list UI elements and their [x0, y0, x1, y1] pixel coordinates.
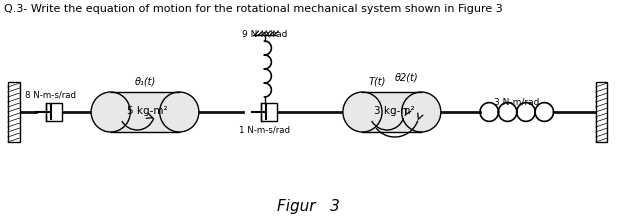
Text: θ2(t): θ2(t) — [395, 72, 418, 82]
Bar — [8, 82, 20, 142]
Text: 5 kg-m²: 5 kg-m² — [127, 106, 167, 116]
Text: Figur   3: Figur 3 — [277, 198, 340, 213]
Bar — [110, 92, 179, 132]
Circle shape — [160, 92, 199, 132]
Text: θ₁(t): θ₁(t) — [134, 76, 156, 86]
Circle shape — [402, 92, 441, 132]
Text: 1 N-m-s/rad: 1 N-m-s/rad — [239, 125, 290, 134]
Text: 3 N-m/rad: 3 N-m/rad — [494, 98, 540, 107]
Bar — [261, 103, 277, 121]
Text: 9 N-m/rad: 9 N-m/rad — [242, 29, 287, 38]
Bar — [46, 103, 62, 121]
Circle shape — [343, 92, 382, 132]
Text: Q.3- Write the equation of motion for the rotational mechanical system shown in : Q.3- Write the equation of motion for th… — [4, 4, 503, 14]
Text: 3 kg-m²: 3 kg-m² — [374, 106, 414, 116]
Bar — [596, 82, 608, 142]
Circle shape — [91, 92, 130, 132]
Text: T(t): T(t) — [369, 76, 386, 86]
Bar — [362, 92, 422, 132]
Text: 8 N-m-s/rad: 8 N-m-s/rad — [25, 90, 76, 99]
